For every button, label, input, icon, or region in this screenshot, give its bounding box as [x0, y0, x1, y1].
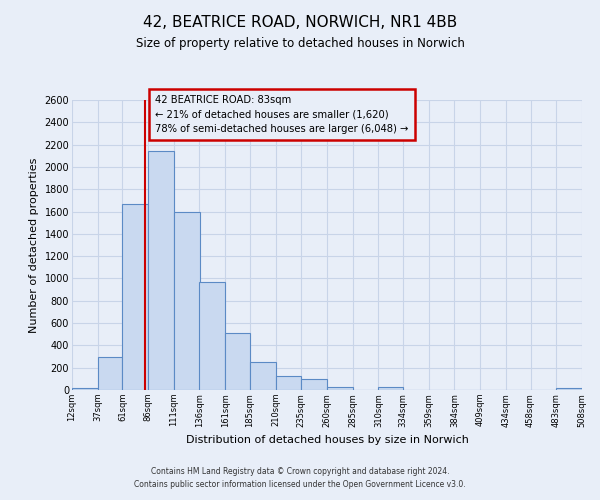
- Bar: [327, 386, 353, 390]
- Bar: [122, 204, 148, 390]
- Text: Size of property relative to detached houses in Norwich: Size of property relative to detached ho…: [136, 38, 464, 51]
- Bar: [556, 388, 582, 390]
- Y-axis label: Number of detached properties: Number of detached properties: [29, 158, 39, 332]
- Text: 42, BEATRICE ROAD, NORWICH, NR1 4BB: 42, BEATRICE ROAD, NORWICH, NR1 4BB: [143, 15, 457, 30]
- Bar: [174, 212, 199, 390]
- Bar: [225, 333, 250, 390]
- Text: Contains public sector information licensed under the Open Government Licence v3: Contains public sector information licen…: [134, 480, 466, 489]
- Bar: [301, 379, 327, 390]
- Text: Contains HM Land Registry data © Crown copyright and database right 2024.: Contains HM Land Registry data © Crown c…: [151, 467, 449, 476]
- Bar: [72, 388, 98, 390]
- Bar: [199, 282, 225, 390]
- Bar: [250, 362, 275, 390]
- Bar: [98, 357, 122, 390]
- Bar: [275, 376, 301, 390]
- Bar: [379, 386, 403, 390]
- Text: 42 BEATRICE ROAD: 83sqm
← 21% of detached houses are smaller (1,620)
78% of semi: 42 BEATRICE ROAD: 83sqm ← 21% of detache…: [155, 94, 409, 134]
- Bar: [148, 152, 174, 390]
- X-axis label: Distribution of detached houses by size in Norwich: Distribution of detached houses by size …: [185, 435, 469, 445]
